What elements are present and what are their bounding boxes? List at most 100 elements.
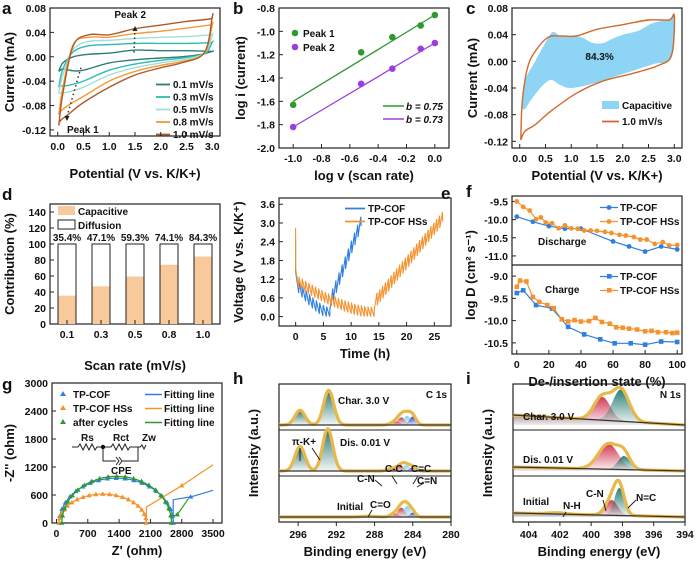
x-tick-label: 1.0 (196, 329, 211, 341)
cpe-symbol (115, 456, 123, 466)
x-tick-label: 60 (607, 359, 619, 371)
annotation-arrows (562, 499, 637, 518)
marker-1-0-2 (533, 302, 539, 308)
bar-capacitive-1 (92, 286, 110, 324)
marker-1-1-3 (530, 294, 536, 300)
xps-component-peak-2-4 (279, 512, 451, 517)
panel-letter-g: g (2, 375, 12, 394)
panel-b-log-fit: Peak 1 b = 0.75 Peak 2 b = 0.73 -1.0 -0.8 -0.6… (233, 0, 450, 183)
peak1-arrow-icon (64, 116, 70, 121)
y-tick-label: -10.0 (484, 316, 508, 328)
eis-marker-2-10 (75, 487, 81, 492)
eis-marker-2-14 (89, 478, 95, 484)
marker-1-1-1 (517, 278, 523, 283)
y-tick-label: 120 (28, 223, 46, 235)
xps-component-peak-0-1 (279, 390, 451, 425)
data-point-0-4 (431, 11, 439, 19)
y-axis-label: log D (cm² s⁻¹) (463, 230, 478, 320)
legend-marker-0 (291, 29, 299, 37)
xps-component-peak-1-5 (279, 467, 451, 471)
x-tick-label: 398 (614, 529, 632, 541)
gitt-curve-1 (295, 211, 444, 317)
plot-frame (51, 382, 223, 524)
marker-1-1-13 (599, 319, 605, 325)
y-tick-label: -0.04 (484, 83, 508, 95)
marker-1-1-10 (578, 319, 584, 324)
marker-0-1-11 (581, 228, 587, 233)
cv-curve-1mv (520, 13, 676, 141)
marker-1-1-2 (524, 279, 529, 284)
y-tick-label: -9.0 (490, 271, 508, 283)
panel-letter-e: e (441, 184, 450, 203)
x-tick-label: 284 (404, 529, 422, 541)
legend-label-1: TP-COF HSs (73, 404, 133, 415)
x-tick-label: 0.0 (50, 141, 65, 153)
x-tick-label: 0.8 (162, 329, 177, 341)
eis-marker-2-42 (174, 511, 180, 517)
x-tick-label: 10 (345, 331, 357, 343)
y-axis-label: Current (mA) (465, 38, 480, 118)
eis-marker-1-28 (125, 496, 132, 502)
eis-marker-2-28 (146, 482, 152, 488)
x-tick-label: 1.5 (590, 153, 605, 165)
eis-marker-2-30 (152, 487, 158, 492)
xps-component-peak-1-1 (513, 456, 685, 471)
xps-component-peak-2-3 (279, 506, 451, 517)
legend-item-3-label: 0.8 mV/s (173, 118, 214, 129)
legend-diffusion-swatch (57, 219, 76, 230)
legend-capacitive-label: Capacitive (78, 207, 128, 218)
legend-marker-1 (291, 43, 299, 51)
panel-f-diffusion: -9.5 -10.0 -10.5 -11.0 TP-COF TP-COF HSs Disch… (463, 182, 686, 389)
y-tick-label: 1800 (25, 434, 49, 446)
x-tick-label: 80 (639, 359, 651, 371)
legend-item-0-label: TP-COF (368, 204, 405, 215)
legend-diffusion-label: Diffusion (78, 221, 121, 232)
y-tick-label: -1.2 (257, 50, 275, 62)
legend-fit-label-1: Fitting line (164, 404, 215, 415)
spectrum-label-dis: Dis. 0.01 V (340, 438, 390, 449)
bar-capacitive-4 (194, 256, 212, 324)
eis-marker-2-34 (162, 499, 169, 504)
marker-1-1-21 (655, 329, 661, 335)
legend-label-0-0: TP-COF (620, 203, 657, 214)
core-level-label: C 1s (426, 390, 448, 401)
marker-0-1-22 (660, 239, 666, 245)
x-tick-label: 296 (289, 529, 307, 541)
cv-curve-4 (58, 13, 214, 126)
eis-marker-2-32 (158, 492, 164, 498)
bar-capacitive-2 (126, 276, 144, 324)
eis-marker-2-18 (105, 474, 111, 479)
legend-capacitive-swatch (58, 206, 75, 215)
eis-marker-1-22 (106, 491, 113, 497)
x-tick-label: 25 (429, 331, 441, 343)
eis-marker-1-10 (69, 499, 75, 505)
x-tick-label: 20 (543, 359, 555, 371)
annotation-c-n: C-N (357, 474, 375, 485)
x-tick-label: 0.3 (94, 329, 109, 341)
annotation-peak2: Peak 2 (114, 10, 146, 21)
x-axis-label: Binding energy (eV) (538, 544, 661, 559)
panel-letter-f: f (466, 182, 472, 201)
y-axis-label: Contribution (%) (2, 213, 17, 315)
legend-marker-0-0 (606, 205, 612, 210)
eis-marker-2-20 (114, 473, 120, 479)
panel-g-eis: TP-COF Fitting line TP-COF HSs Fitting line… (2, 375, 225, 558)
eis-marker-2-16 (97, 475, 103, 481)
y-tick-label: 600 (30, 490, 48, 502)
marker-0-0-8 (658, 244, 664, 249)
marker-0-1-21 (652, 241, 658, 247)
y-tick-label: 0.08 (488, 3, 509, 15)
annotation-arrows (299, 447, 425, 518)
y-tick-label: -9.5 (490, 293, 508, 305)
bar-capacitive-3 (160, 264, 178, 324)
panel-letter-b: b (233, 0, 243, 18)
eis-marker-2-4 (61, 505, 68, 511)
marker-1-0-10 (658, 339, 664, 344)
eis-marker-2-12 (81, 482, 88, 488)
annotation-n-eq-c: N=C (636, 493, 656, 504)
eis-marker-2-6 (65, 499, 71, 504)
marker-1-0-5 (581, 332, 587, 337)
xps-baseline-2 (512, 512, 686, 518)
xps-envelope-2 (278, 500, 451, 519)
